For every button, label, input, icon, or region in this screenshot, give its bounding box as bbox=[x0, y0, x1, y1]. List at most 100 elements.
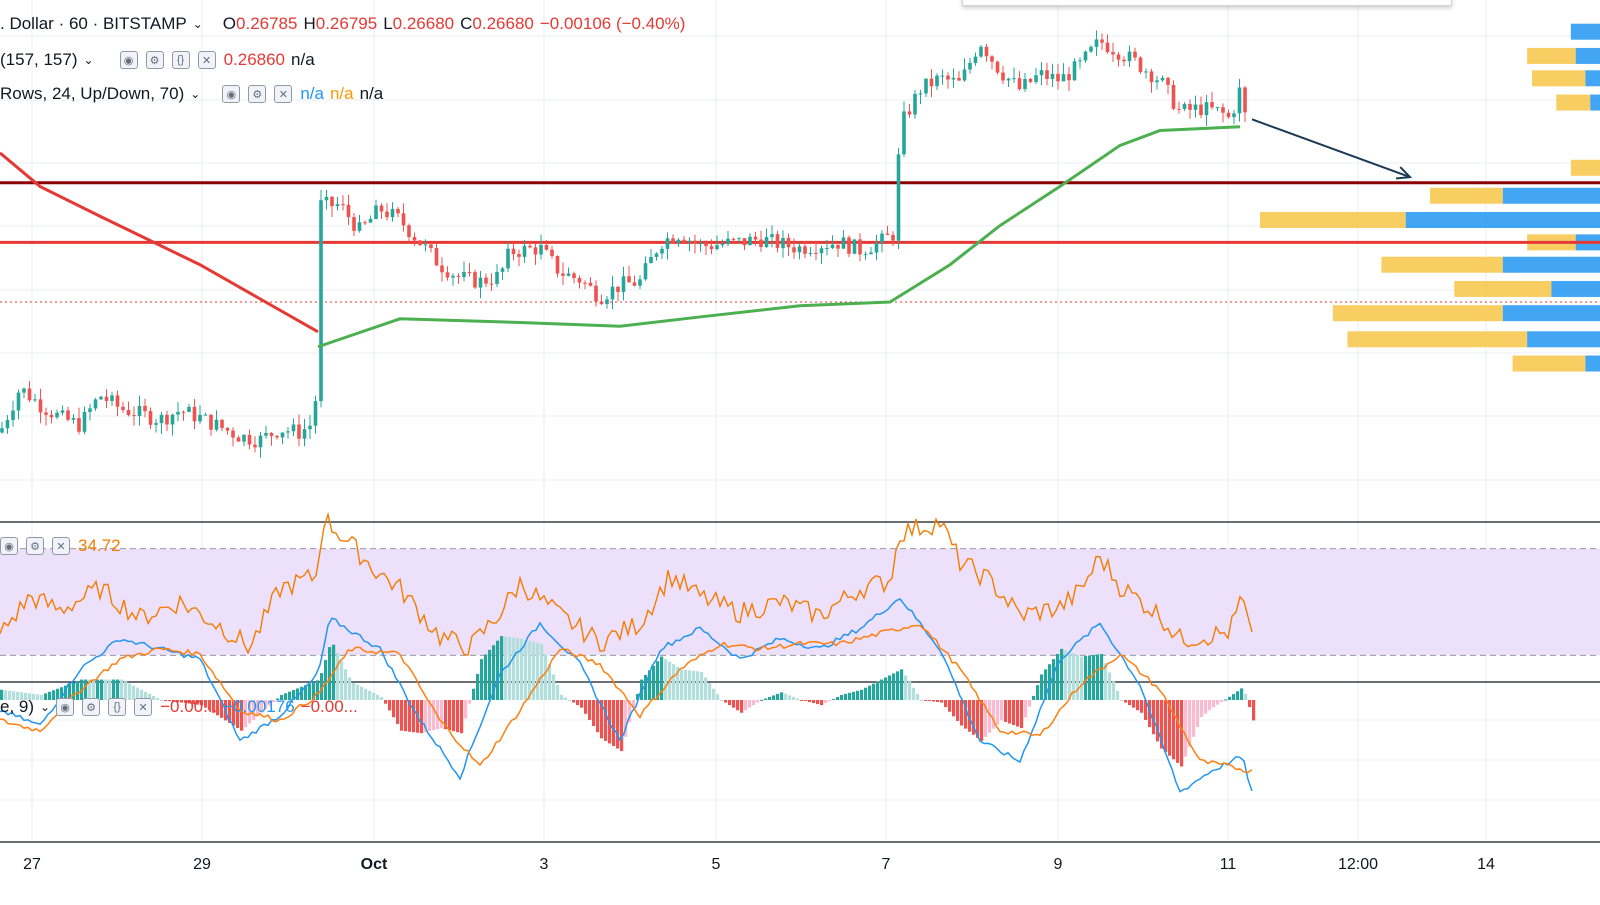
vp-value-2: n/a bbox=[329, 84, 354, 103]
candle-body-188 bbox=[1034, 75, 1038, 82]
volume-profile-bar-up-6 bbox=[1405, 211, 1600, 228]
candle-body-103 bbox=[566, 273, 571, 276]
candle-body-46 bbox=[253, 444, 257, 448]
candle-body-47 bbox=[258, 435, 263, 448]
candle-body-224 bbox=[1232, 113, 1236, 118]
candle-body-35 bbox=[192, 406, 197, 422]
eye-icon[interactable]: ◉ bbox=[222, 85, 241, 103]
eye-icon[interactable]: ◉ bbox=[56, 698, 75, 716]
candle-body-184 bbox=[1012, 78, 1016, 80]
x-tick-label: 9 bbox=[1053, 856, 1063, 873]
volume-profile-bar-down-9 bbox=[1454, 280, 1552, 297]
macd-histogram-bar-223 bbox=[892, 673, 896, 700]
macd-histogram-bar-169 bbox=[676, 666, 680, 700]
candle-body-23 bbox=[126, 409, 131, 416]
gear-icon[interactable]: ⚙ bbox=[26, 537, 44, 555]
candle-body-1 bbox=[5, 420, 10, 429]
candle-body-174 bbox=[957, 77, 961, 81]
macd-histogram-bar-263 bbox=[1052, 659, 1056, 700]
macd-histogram-bar-118 bbox=[472, 688, 476, 700]
macd-histogram-bar-29 bbox=[116, 679, 120, 700]
candle-body-52 bbox=[286, 431, 290, 433]
candle-body-107 bbox=[588, 282, 593, 286]
candle-body-114 bbox=[627, 276, 631, 283]
macd-histogram-bar-179 bbox=[716, 694, 720, 700]
candle-body-31 bbox=[170, 414, 175, 425]
macd-histogram-bar-140 bbox=[560, 694, 564, 700]
macd-histogram-bar-15 bbox=[60, 687, 64, 700]
macd-histogram-bar-238 bbox=[952, 700, 956, 717]
candle-body-44 bbox=[242, 434, 246, 442]
volume-profile-bar-down-12 bbox=[1512, 355, 1586, 372]
macd-histogram-bar-304 bbox=[1216, 700, 1220, 705]
macd-histogram-bar-102 bbox=[408, 700, 412, 732]
candle-body-41 bbox=[225, 427, 230, 431]
candle-body-212 bbox=[1166, 77, 1170, 85]
candle-body-163 bbox=[896, 154, 901, 241]
chevron-down-icon[interactable]: ⌄ bbox=[83, 53, 94, 67]
macd-histogram-bar-159 bbox=[636, 693, 640, 700]
close-icon[interactable]: ✕ bbox=[134, 698, 153, 716]
volume-profile-bar-down-10 bbox=[1332, 305, 1503, 322]
candle-body-142 bbox=[781, 237, 785, 249]
macd-histogram-bar-294 bbox=[1176, 700, 1180, 763]
macd-histogram-bar-217 bbox=[868, 685, 872, 700]
macd-histogram-bar-117 bbox=[468, 700, 472, 704]
macd-histogram-bar-31 bbox=[124, 681, 128, 700]
close-icon[interactable]: ✕ bbox=[52, 537, 70, 555]
macd-histogram-bar-103 bbox=[412, 700, 416, 733]
macd-signal-line bbox=[0, 624, 1253, 773]
macd-histogram-bar-91 bbox=[364, 688, 368, 700]
eye-icon[interactable]: ◉ bbox=[119, 51, 138, 69]
candle-body-169 bbox=[929, 78, 934, 87]
macd-histogram-bar-256 bbox=[1024, 700, 1028, 718]
macd-histogram-bar-1 bbox=[4, 690, 8, 700]
macd-histogram-bar-52 bbox=[208, 700, 212, 711]
chevron-down-icon[interactable]: ⌄ bbox=[192, 17, 203, 31]
candle-body-28 bbox=[154, 423, 158, 425]
symbol-title[interactable]: . Dollar · 60 · BITSTAMP bbox=[0, 14, 187, 33]
candle-body-185 bbox=[1017, 78, 1022, 89]
macd-histogram-bar-98 bbox=[392, 700, 396, 718]
close-icon[interactable]: ✕ bbox=[197, 51, 216, 69]
candle-body-145 bbox=[797, 246, 802, 253]
code-icon[interactable]: {} bbox=[108, 698, 127, 716]
macd-histogram-bar-19 bbox=[76, 681, 80, 700]
macd-histogram-bar-65 bbox=[260, 700, 264, 713]
macd-histogram-bar-4 bbox=[16, 691, 20, 700]
chevron-down-icon[interactable]: ⌄ bbox=[40, 700, 51, 714]
candle-body-98 bbox=[539, 244, 543, 255]
macd-histogram-bar-236 bbox=[944, 700, 948, 708]
candle-body-26 bbox=[143, 405, 147, 412]
macd-histogram-bar-21 bbox=[84, 679, 88, 700]
candle-body-102 bbox=[561, 273, 565, 276]
macd-histogram-bar-94 bbox=[376, 694, 380, 700]
macd-histogram-bar-279 bbox=[1116, 690, 1120, 700]
macd-params[interactable]: e, 9) bbox=[0, 697, 35, 716]
code-icon[interactable]: {} bbox=[171, 51, 190, 69]
gear-icon[interactable]: ⚙ bbox=[82, 698, 101, 716]
vp-params[interactable]: Rows, 24, Up/Down, 70) bbox=[0, 84, 185, 103]
projection-arrow bbox=[1251, 118, 1411, 179]
macd-histogram-bar-163 bbox=[652, 665, 656, 700]
ma-params[interactable]: (157, 157) bbox=[0, 50, 78, 69]
macd-histogram-bar-232 bbox=[928, 700, 932, 702]
eye-icon[interactable]: ◉ bbox=[0, 537, 18, 555]
gear-icon[interactable]: ⚙ bbox=[248, 85, 267, 103]
macd-histogram-bar-58 bbox=[232, 700, 236, 726]
macd-histogram-bar-37 bbox=[148, 693, 152, 700]
vp-value-1: n/a bbox=[300, 84, 324, 103]
chevron-down-icon[interactable]: ⌄ bbox=[190, 87, 201, 101]
macd-histogram-bar-81 bbox=[324, 660, 328, 700]
candle-body-197 bbox=[1083, 51, 1088, 61]
candle-body-205 bbox=[1127, 51, 1132, 62]
macd-histogram-bar-295 bbox=[1180, 700, 1184, 767]
candle-body-194 bbox=[1067, 74, 1071, 81]
gear-icon[interactable]: ⚙ bbox=[145, 51, 164, 69]
candle-body-111 bbox=[610, 286, 615, 300]
close-icon[interactable]: ✕ bbox=[274, 85, 293, 103]
macd-histogram-bar-195 bbox=[780, 692, 784, 700]
macd-histogram-bar-228 bbox=[912, 687, 916, 700]
